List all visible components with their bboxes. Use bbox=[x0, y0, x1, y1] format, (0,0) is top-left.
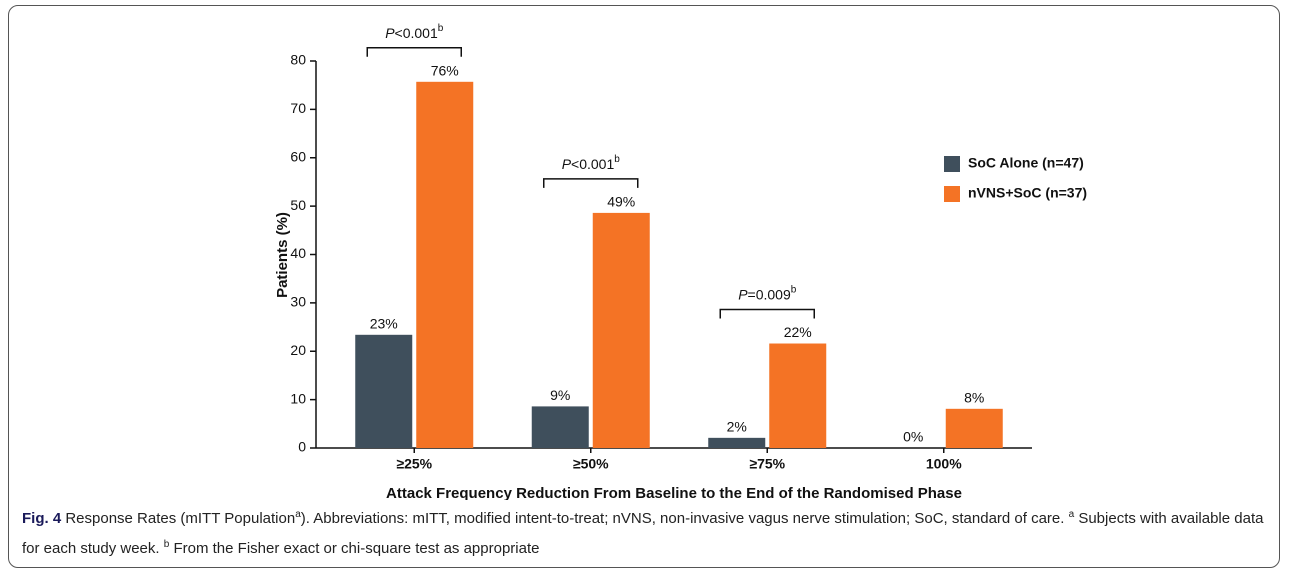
p-symbol: P bbox=[738, 286, 748, 302]
caption-sup: b bbox=[163, 539, 170, 550]
significance-bracket bbox=[366, 47, 462, 57]
value-label: 9% bbox=[550, 387, 570, 403]
p-note: b bbox=[791, 284, 797, 295]
p-note: b bbox=[614, 154, 620, 165]
x-tick-label: ≥25% bbox=[396, 456, 432, 472]
p-symbol: P bbox=[562, 156, 572, 172]
p-value: P<0.001b bbox=[385, 22, 444, 40]
y-tick-label: 30 bbox=[290, 294, 306, 310]
caption-text: From the Fisher exact or chi-square test… bbox=[169, 540, 540, 557]
value-label: 2% bbox=[727, 419, 747, 435]
value-label: 23% bbox=[370, 316, 398, 332]
x-tick-label: 100% bbox=[926, 456, 962, 472]
value-label: 0% bbox=[903, 429, 923, 445]
figure-frame bbox=[8, 5, 1280, 568]
x-tick-label: ≥50% bbox=[573, 456, 609, 472]
caption-sup: a bbox=[295, 509, 301, 520]
y-tick-label: 60 bbox=[290, 148, 306, 164]
value-label: 76% bbox=[431, 63, 459, 79]
caption-label: Fig. 4 bbox=[22, 510, 62, 527]
legend-label: nVNS+SoC (n=37) bbox=[968, 185, 1087, 201]
bar bbox=[945, 408, 1003, 448]
caption-text: Response Rates (mITT Population bbox=[61, 510, 296, 527]
caption-sup: a bbox=[1068, 509, 1075, 520]
bar bbox=[592, 212, 650, 448]
p-text: <0.001 bbox=[395, 25, 438, 41]
chart: Patients (%) Attack Frequency Reduction … bbox=[274, 22, 1087, 500]
bar bbox=[355, 334, 413, 448]
y-axis-label: Patients (%) bbox=[274, 212, 291, 298]
y-tick-label: 40 bbox=[290, 245, 306, 261]
bar bbox=[531, 406, 589, 448]
bar bbox=[769, 343, 827, 448]
value-label: 8% bbox=[964, 390, 984, 406]
y-tick-label: 10 bbox=[290, 390, 306, 406]
x-tick-label: ≥75% bbox=[749, 456, 785, 472]
y-tick-label: 50 bbox=[290, 197, 306, 213]
value-label: 22% bbox=[784, 324, 812, 340]
y-tick-label: 0 bbox=[298, 439, 306, 455]
caption-text: Subjects with available data for each st… bbox=[22, 510, 1264, 557]
bar bbox=[708, 437, 766, 448]
bar bbox=[416, 81, 474, 449]
p-symbol: P bbox=[385, 25, 395, 41]
y-tick-label: 20 bbox=[290, 342, 306, 358]
p-text: =0.009 bbox=[748, 286, 791, 302]
y-tick-label: 70 bbox=[290, 100, 306, 116]
legend-swatch bbox=[944, 186, 960, 202]
p-value: P=0.009b bbox=[738, 284, 797, 302]
p-note: b bbox=[438, 22, 444, 33]
p-text: <0.001 bbox=[571, 156, 614, 172]
legend-label: SoC Alone (n=47) bbox=[968, 155, 1084, 171]
value-label: 49% bbox=[607, 194, 635, 210]
y-tick-label: 80 bbox=[290, 52, 306, 68]
significance-bracket bbox=[719, 308, 815, 319]
caption-text: ). Abbreviations: mITT, modified intent-… bbox=[300, 510, 1069, 527]
significance-bracket bbox=[543, 178, 639, 188]
legend-swatch bbox=[944, 156, 960, 172]
caption: Fig. 4 Response Rates (mITT Populationa)… bbox=[22, 502, 1272, 562]
p-value: P<0.001b bbox=[562, 154, 621, 172]
x-axis-label: Attack Frequency Reduction From Baseline… bbox=[386, 485, 962, 500]
